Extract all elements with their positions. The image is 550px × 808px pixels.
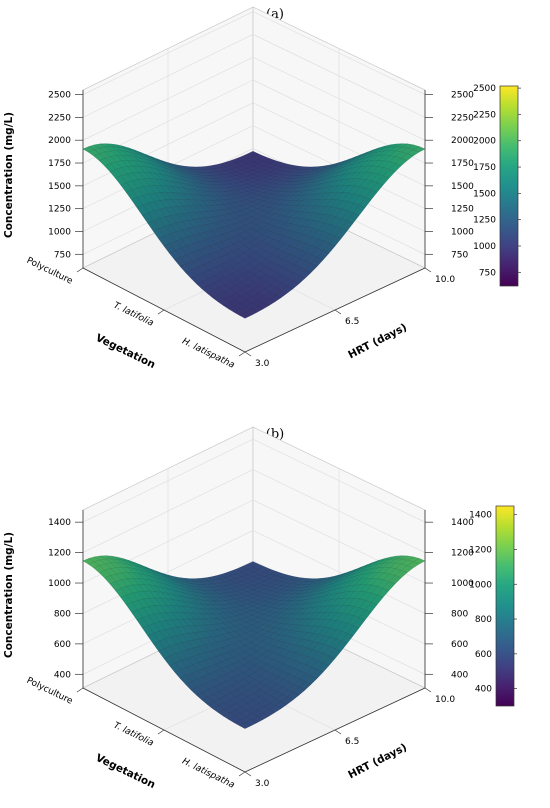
z-tick-right: 2500 <box>451 91 474 101</box>
colorbar-tick: 2500 <box>473 84 496 94</box>
z-tick-left: 1000 <box>48 227 71 237</box>
z-tick-right: 1500 <box>451 182 474 192</box>
colorbar-tick: 600 <box>475 650 492 660</box>
z-tick-left: 1400 <box>48 518 71 528</box>
colorbar: 750 1000 1250 1500 1750 2000 2250 2500 <box>473 84 521 287</box>
z-tick-right: 1200 <box>451 549 474 559</box>
x-tick-label: Polyculture <box>25 256 75 287</box>
colorbar-tick: 1400 <box>469 511 492 521</box>
colorbar-tick: 1250 <box>473 216 496 226</box>
x-tick-label: T. latifolia <box>112 721 155 749</box>
colorbar-tick: 1000 <box>473 242 496 252</box>
z-tick-right: 1400 <box>451 518 474 528</box>
z-axis-title: Concentration (mg/L) <box>3 112 15 238</box>
z-tick-left: 1500 <box>48 182 71 192</box>
colorbar-tick: 800 <box>475 615 492 625</box>
y-tick-label: 6.5 <box>345 737 359 747</box>
x-tick-label: T. latifolia <box>112 301 155 329</box>
colorbar-tick: 1750 <box>473 163 496 173</box>
y-tick-label: 3.0 <box>255 779 270 789</box>
z-tick-right: 1750 <box>451 159 474 169</box>
y-tick-label: 6.5 <box>345 317 359 327</box>
z-axis-title: Concentration (mg/L) <box>3 532 15 658</box>
colorbar-tick: 1000 <box>469 580 492 590</box>
z-tick-left: 1200 <box>48 549 71 559</box>
z-tick-right: 800 <box>451 609 468 619</box>
z-tick-left: 1750 <box>48 159 71 169</box>
z-tick-left: 1000 <box>48 579 71 589</box>
z-tick-left: 2500 <box>48 91 71 101</box>
z-tick-right: 750 <box>451 250 468 260</box>
z-tick-left: 1250 <box>48 205 71 215</box>
x-axis-title: Vegetation <box>94 752 157 791</box>
colorbar-tick: 1200 <box>469 545 492 555</box>
colorbar-tick: 1500 <box>473 189 496 199</box>
y-axis-title: HRT (days) <box>346 741 409 781</box>
surface <box>82 555 426 729</box>
y-tick-label: 10.0 <box>435 275 455 285</box>
z-tick-right: 2000 <box>451 136 474 146</box>
z-tick-right: 400 <box>451 670 468 680</box>
colorbar-tick: 400 <box>475 685 492 695</box>
z-tick-left: 600 <box>54 640 71 650</box>
y-tick-label: 10.0 <box>435 695 455 705</box>
z-tick-left: 400 <box>54 670 71 680</box>
z-tick-right: 1250 <box>451 205 474 215</box>
z-tick-right: 600 <box>451 640 468 650</box>
x-axis-title: Vegetation <box>94 332 157 371</box>
z-tick-left: 2000 <box>48 136 71 146</box>
colorbar-tick: 2250 <box>473 110 496 120</box>
colorbar: 400 600 800 1000 1200 1400 <box>469 505 517 707</box>
x-tick-label: Polyculture <box>25 676 75 707</box>
y-tick-label: 3.0 <box>255 359 270 369</box>
z-tick-right: 1000 <box>451 579 474 589</box>
z-tick-left: 750 <box>54 250 71 260</box>
z-tick-left: 800 <box>54 609 71 619</box>
z-tick-right: 2250 <box>451 113 474 123</box>
colorbar-tick: 750 <box>479 268 496 278</box>
z-tick-left: 2250 <box>48 113 71 123</box>
y-axis-title: HRT (days) <box>346 321 409 361</box>
colorbar-tick: 2000 <box>473 137 496 147</box>
surface <box>82 143 426 319</box>
z-tick-right: 1000 <box>451 227 474 237</box>
